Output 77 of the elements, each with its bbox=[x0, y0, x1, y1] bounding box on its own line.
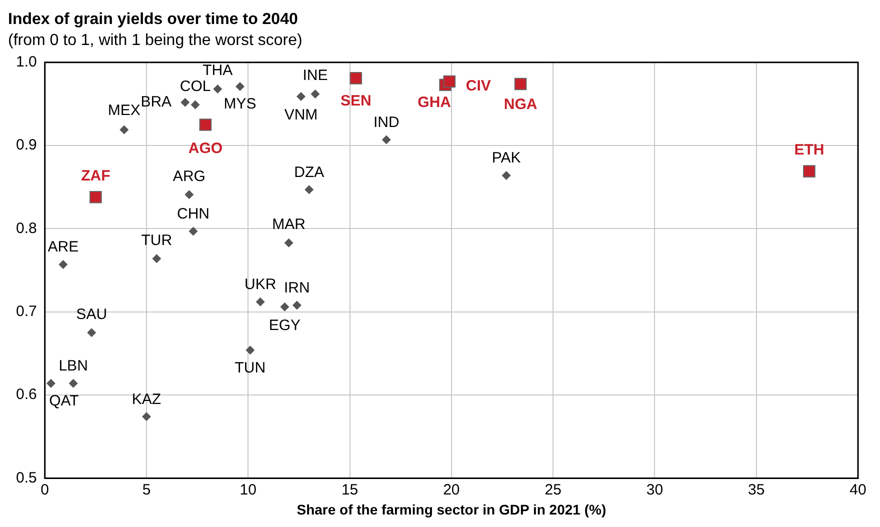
data-label: GHA bbox=[418, 94, 452, 111]
y-tick-label: 0.7 bbox=[16, 303, 37, 320]
point bbox=[188, 226, 198, 236]
data-label: NGA bbox=[504, 96, 538, 114]
data-label: IRN bbox=[284, 279, 310, 296]
point bbox=[443, 75, 456, 88]
point bbox=[190, 100, 200, 110]
chart-subtitle: (from 0 to 1, with 1 being the worst score) bbox=[8, 32, 302, 50]
y-tick-label: 0.6 bbox=[16, 386, 37, 404]
x-tick-label: 40 bbox=[850, 481, 866, 498]
data-label: LBN bbox=[58, 358, 88, 375]
point bbox=[502, 171, 511, 180]
point bbox=[199, 118, 212, 131]
data-label: DZA bbox=[294, 164, 324, 181]
point bbox=[120, 125, 129, 134]
point bbox=[46, 378, 56, 388]
point bbox=[58, 260, 68, 269]
data-label: CHN bbox=[177, 205, 210, 222]
data-label: SAU bbox=[76, 306, 108, 323]
point bbox=[280, 302, 290, 312]
data-label: SEN bbox=[340, 92, 372, 110]
data-label: THA bbox=[202, 62, 233, 80]
x-tick-label: 15 bbox=[341, 481, 358, 498]
data-label: TUN bbox=[234, 359, 266, 376]
data-label: CIV bbox=[466, 78, 491, 95]
data-label: ETH bbox=[794, 141, 824, 158]
data-label: VNM bbox=[284, 106, 318, 124]
data-label: UKR bbox=[244, 276, 276, 294]
x-tick-label: 10 bbox=[240, 481, 256, 498]
data-label: MAR bbox=[272, 216, 306, 233]
point bbox=[284, 238, 294, 248]
data-label: IND bbox=[373, 114, 400, 131]
y-tick-label: 0.8 bbox=[16, 220, 37, 237]
data-label: ZAF bbox=[81, 167, 110, 184]
point bbox=[296, 92, 306, 101]
point bbox=[142, 412, 151, 422]
point bbox=[184, 190, 194, 200]
data-label: MEX bbox=[108, 102, 140, 119]
x-axis-title: Share of the farming sector in GDP in 2021 (%) bbox=[296, 501, 606, 518]
data-label: COL bbox=[180, 78, 211, 95]
data-label: QAT bbox=[49, 392, 79, 410]
x-tick-label: 20 bbox=[443, 481, 460, 498]
point bbox=[350, 72, 362, 84]
data-label: KAZ bbox=[132, 390, 162, 408]
data-label: BRA bbox=[140, 93, 172, 110]
point bbox=[236, 82, 245, 92]
y-tick-label: 1.0 bbox=[16, 54, 37, 71]
x-tick-label: 5 bbox=[142, 481, 151, 498]
point bbox=[514, 78, 527, 90]
chart-title: Index of grain yields over time to 2040 bbox=[8, 11, 298, 28]
point bbox=[180, 98, 190, 107]
point bbox=[90, 190, 102, 204]
data-label: MYS bbox=[224, 96, 256, 113]
point bbox=[310, 90, 320, 98]
y-tick-label: 0.9 bbox=[16, 136, 37, 154]
point bbox=[382, 135, 391, 144]
data-label: EGY bbox=[268, 317, 301, 334]
point bbox=[304, 185, 314, 194]
point bbox=[256, 297, 265, 306]
y-tick-label: 0.5 bbox=[16, 469, 37, 486]
point bbox=[292, 300, 302, 310]
data-label: ARG bbox=[172, 168, 206, 185]
point bbox=[87, 328, 96, 338]
point bbox=[803, 165, 816, 178]
data-label: PAK bbox=[492, 150, 521, 167]
data-label: TUR bbox=[141, 232, 172, 249]
x-tick-label: 30 bbox=[646, 481, 664, 498]
point bbox=[246, 346, 255, 355]
data-label: AGO bbox=[188, 140, 223, 157]
x-tick-label: 0 bbox=[40, 481, 50, 498]
point bbox=[213, 84, 222, 94]
x-tick-label: 25 bbox=[544, 481, 562, 498]
point bbox=[152, 254, 162, 264]
point bbox=[68, 378, 78, 388]
x-tick-label: 35 bbox=[748, 481, 765, 498]
data-label: ARE bbox=[48, 238, 79, 256]
data-label: INE bbox=[302, 67, 328, 84]
